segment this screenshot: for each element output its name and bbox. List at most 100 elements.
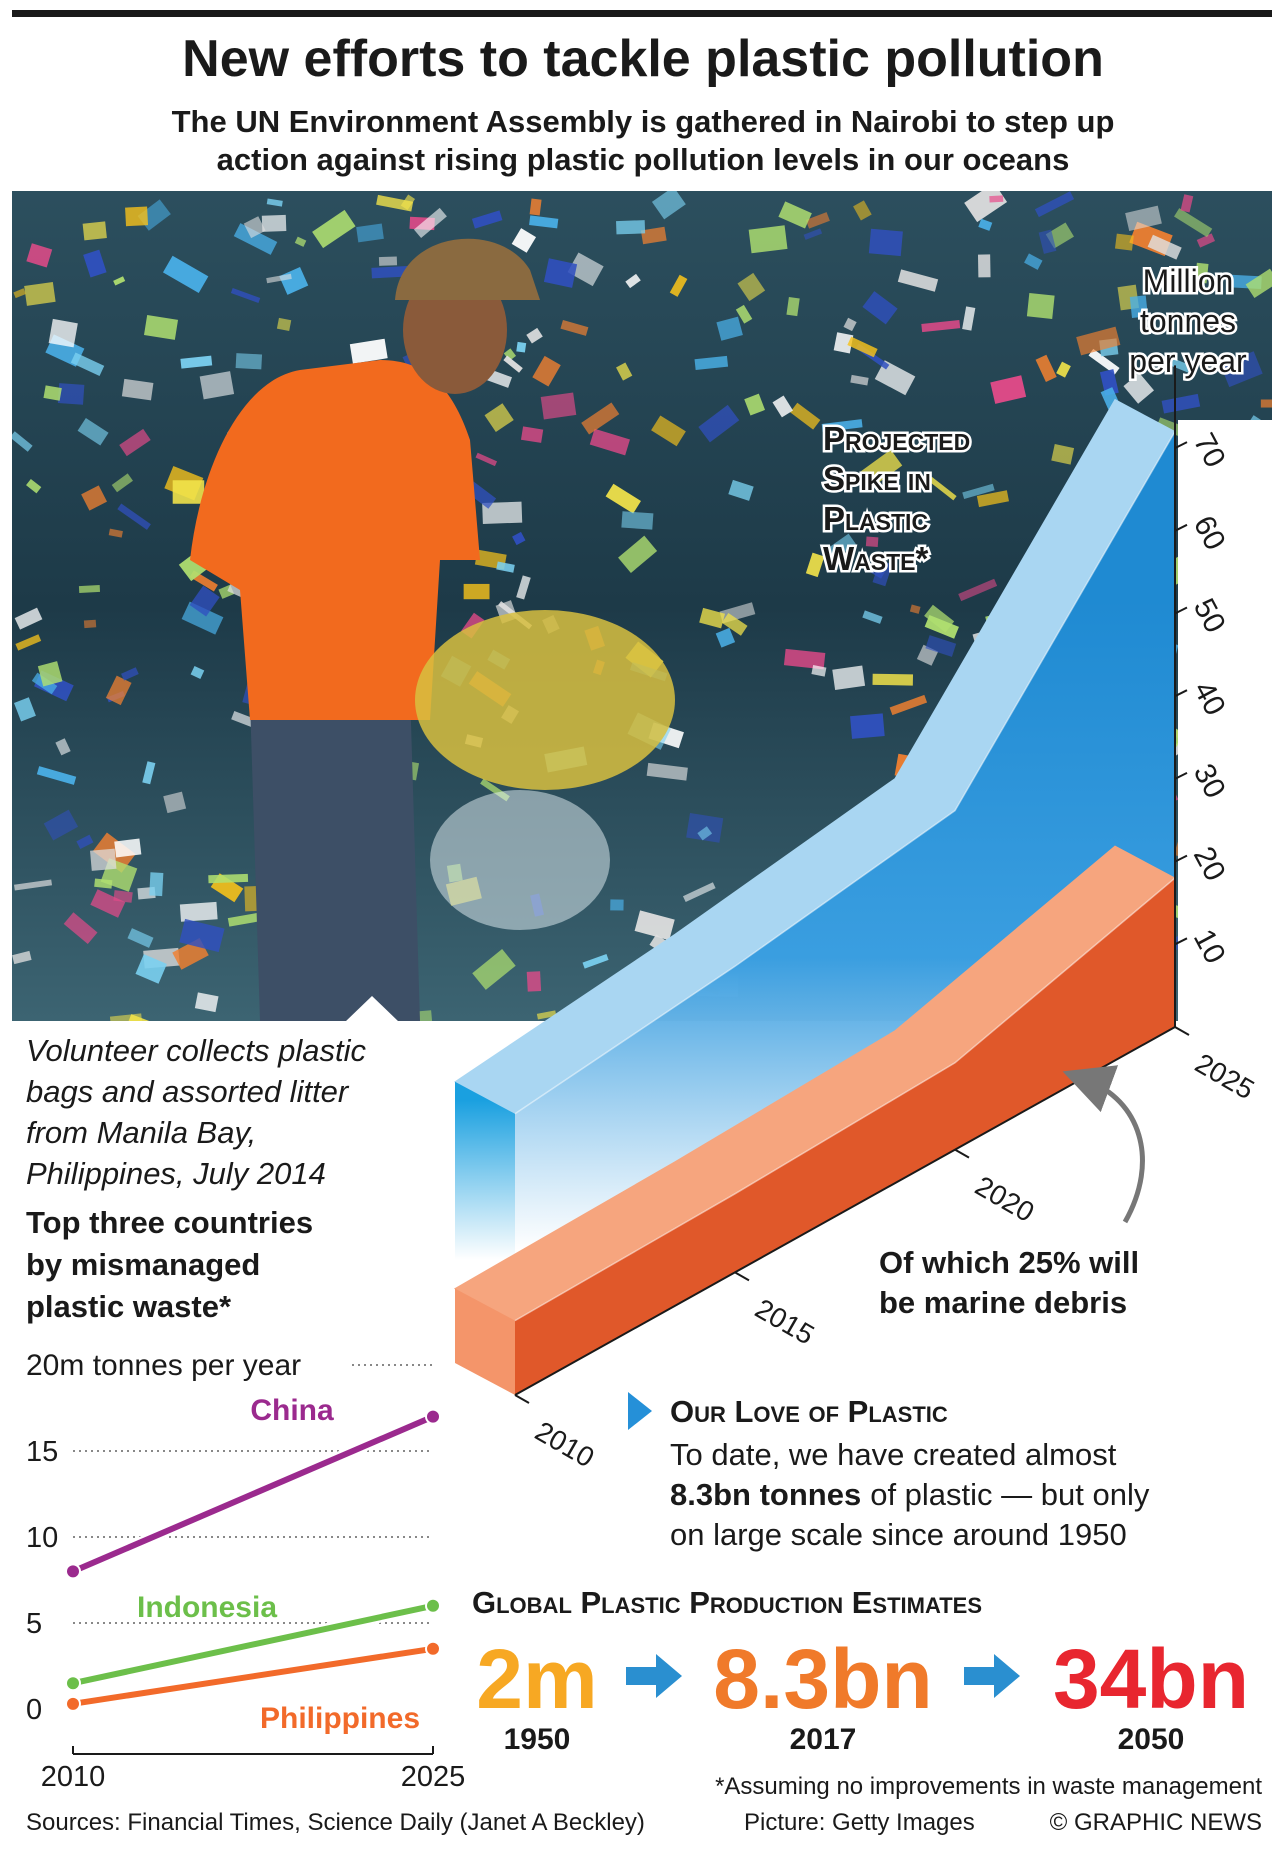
litter bbox=[376, 194, 414, 212]
litter bbox=[231, 710, 256, 728]
litter bbox=[90, 889, 126, 918]
litter bbox=[526, 327, 543, 344]
litter bbox=[472, 948, 516, 990]
litter bbox=[113, 276, 126, 286]
litter bbox=[194, 992, 219, 1013]
section-marker bbox=[628, 1392, 652, 1430]
litter bbox=[471, 210, 503, 229]
litter bbox=[862, 291, 898, 325]
litter bbox=[868, 228, 903, 257]
litter bbox=[1114, 233, 1134, 251]
litter bbox=[190, 665, 205, 679]
litter bbox=[81, 485, 108, 511]
point bbox=[65, 1675, 81, 1692]
litter bbox=[14, 879, 53, 891]
litter bbox=[114, 838, 142, 858]
litter bbox=[82, 221, 107, 241]
litter bbox=[1161, 393, 1201, 414]
litter bbox=[235, 353, 263, 370]
slab-end bbox=[455, 1288, 515, 1395]
litter bbox=[1166, 356, 1197, 375]
splash bbox=[430, 790, 610, 930]
litter bbox=[94, 878, 113, 889]
litter bbox=[199, 371, 235, 400]
litter bbox=[279, 267, 309, 295]
annotation: Spike in bbox=[823, 460, 931, 497]
litter bbox=[529, 215, 559, 229]
annotation: be marine debris bbox=[879, 1285, 1127, 1320]
litter bbox=[189, 585, 220, 617]
x-tick bbox=[514, 1394, 530, 1404]
litter bbox=[1088, 348, 1120, 375]
litter bbox=[78, 585, 101, 593]
litter bbox=[698, 404, 740, 443]
annotation-arrow bbox=[1062, 1065, 1145, 1224]
production-year: 1950 bbox=[504, 1723, 571, 1756]
point bbox=[65, 1695, 81, 1712]
litter bbox=[976, 490, 1009, 508]
litter bbox=[909, 604, 921, 614]
litter bbox=[581, 402, 620, 435]
y-tick bbox=[1174, 689, 1188, 698]
litter bbox=[108, 528, 123, 538]
litter bbox=[744, 393, 766, 416]
litter bbox=[1220, 351, 1263, 388]
litter bbox=[721, 613, 748, 636]
litter bbox=[772, 395, 793, 418]
litter bbox=[1196, 233, 1216, 248]
production-year: 2050 bbox=[1118, 1723, 1185, 1756]
title: New efforts to tackle plastic pollution bbox=[182, 30, 1104, 88]
y-tick bbox=[1174, 523, 1188, 532]
litter bbox=[266, 273, 292, 284]
production-year: 2017 bbox=[790, 1723, 857, 1756]
point bbox=[425, 1408, 441, 1425]
y-tick bbox=[1174, 441, 1188, 449]
y-tick bbox=[1174, 937, 1188, 946]
litter bbox=[924, 473, 957, 501]
litter bbox=[463, 583, 490, 600]
litter bbox=[127, 928, 154, 948]
litter bbox=[821, 419, 863, 433]
x-tick-label: 2010 bbox=[41, 1761, 106, 1793]
litter bbox=[874, 360, 916, 396]
body-emphasis: 8.3bn tonnes bbox=[670, 1477, 861, 1512]
litter bbox=[119, 428, 151, 457]
litter bbox=[349, 338, 388, 364]
litter bbox=[610, 899, 624, 911]
litter bbox=[503, 348, 517, 361]
litter bbox=[859, 449, 903, 488]
litter bbox=[43, 385, 62, 401]
litter bbox=[1099, 369, 1119, 396]
litter bbox=[865, 536, 879, 547]
litter bbox=[230, 287, 261, 303]
litter bbox=[503, 355, 523, 373]
litter bbox=[605, 483, 641, 514]
production-value: 8.3bn bbox=[713, 1632, 932, 1726]
litter bbox=[589, 428, 630, 456]
litter bbox=[113, 890, 133, 903]
slab-edge bbox=[514, 877, 1176, 1322]
y-tick bbox=[1174, 772, 1188, 780]
litter bbox=[1024, 253, 1043, 270]
litter bbox=[716, 316, 743, 341]
body-text: of plastic — but only bbox=[870, 1477, 1150, 1512]
y-tick-label: 10 bbox=[26, 1522, 58, 1554]
litter bbox=[526, 971, 542, 992]
chart-title: Top three countries bbox=[26, 1205, 313, 1240]
litter bbox=[833, 332, 854, 354]
area bbox=[515, 878, 1175, 1395]
litter bbox=[646, 762, 688, 781]
production-value: 34bn bbox=[1053, 1632, 1249, 1726]
litter bbox=[924, 604, 955, 633]
litter bbox=[1076, 326, 1121, 356]
litter bbox=[142, 761, 156, 785]
point bbox=[425, 1640, 441, 1657]
litter bbox=[496, 561, 515, 573]
y-tick bbox=[1174, 606, 1188, 615]
litter bbox=[105, 675, 132, 706]
litter bbox=[77, 417, 109, 446]
flow-arrow bbox=[626, 1654, 682, 1698]
litter bbox=[826, 533, 856, 560]
litter bbox=[872, 673, 914, 686]
